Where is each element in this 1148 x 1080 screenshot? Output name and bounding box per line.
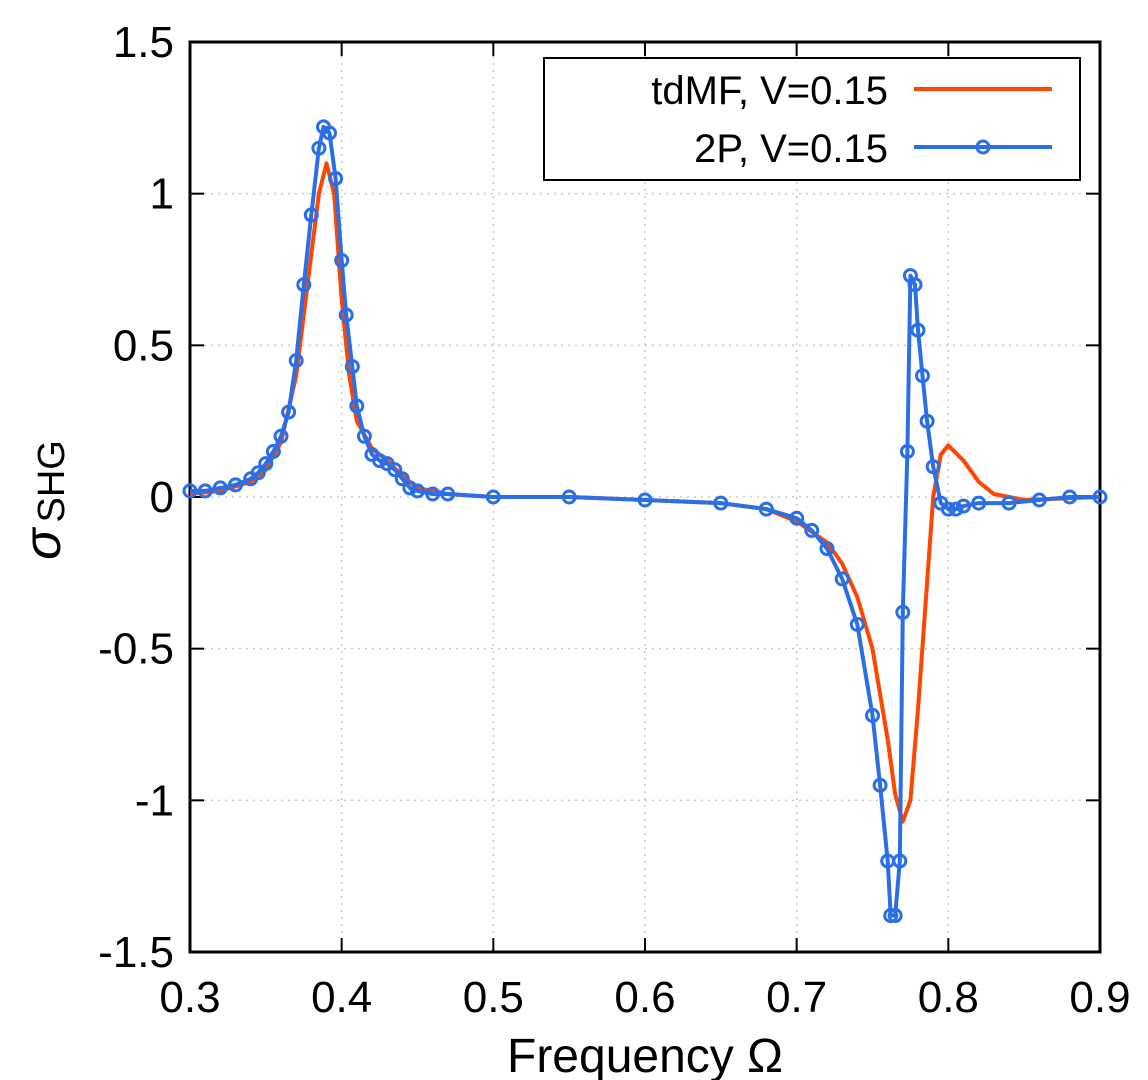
data-point: [1092, 489, 1108, 505]
data-point: [1001, 495, 1017, 511]
data-point: [288, 353, 304, 368]
data-point: [344, 359, 360, 375]
x-tick-label: 0.8: [918, 973, 979, 1022]
series-line-1: [190, 124, 1100, 918]
x-tick-label: 0.9: [1069, 973, 1130, 1022]
data-point: [940, 501, 956, 517]
data-point: [971, 495, 987, 511]
y-axis-label: σ SHG: [14, 440, 73, 560]
data-point: [637, 492, 653, 508]
legend-label-tdmf: tdMF, V=0.15: [651, 69, 888, 113]
data-point: [758, 501, 774, 517]
x-tick-label: 0.5: [463, 973, 524, 1022]
y-tick-label: -1.5: [98, 928, 174, 977]
data-point: [892, 853, 908, 869]
data-point: [865, 707, 880, 723]
data-point: [899, 444, 915, 459]
data-point: [910, 322, 926, 338]
data-point: [561, 489, 577, 505]
data-point: [425, 486, 441, 502]
x-tick-label: 0.3: [159, 973, 220, 1022]
data-point: [948, 501, 964, 517]
data-point: [485, 489, 501, 505]
y-axis-label-main: σ: [14, 527, 72, 560]
data-point: [895, 604, 911, 620]
data-point: [819, 541, 835, 557]
data-point: [410, 483, 425, 499]
legend: tdMF, V=0.15 2P, V=0.15: [543, 57, 1081, 181]
series-layer: [182, 119, 1108, 924]
y-tick-label: 1.5: [113, 18, 174, 67]
y-tick-label: 0: [150, 473, 174, 522]
data-point: [349, 398, 365, 414]
legend-marker-2p: [975, 139, 991, 155]
data-point: [1031, 492, 1047, 508]
data-point: [311, 140, 327, 156]
data-point: [1062, 489, 1078, 505]
x-axis-label: Frequency Ω: [507, 1030, 783, 1080]
data-point: [387, 462, 403, 478]
data-point: [713, 495, 729, 511]
data-point: [281, 404, 297, 420]
x-tick-label: 0.6: [614, 973, 675, 1022]
data-point: [919, 413, 935, 429]
data-point: [328, 171, 344, 186]
legend-box: [543, 57, 1081, 181]
data-point: [356, 428, 372, 444]
data-point: [273, 428, 289, 444]
y-tick-label: 1: [150, 170, 174, 219]
x-tick-label: 0.7: [766, 973, 827, 1022]
tick-layer: 0.3 0.4 0.5 0.6 0.7 0.8 0.9 -1.5 -1 -0.5 0 0.5 1 1.5: [98, 18, 1130, 1022]
data-point: [338, 307, 354, 323]
data-point: [197, 483, 213, 499]
data-point: [212, 480, 228, 496]
data-point: [322, 125, 337, 141]
data-point: [228, 477, 243, 493]
data-point: [925, 459, 941, 475]
data-point: [789, 510, 805, 526]
data-point: [250, 465, 266, 481]
data-point: [849, 616, 865, 632]
data-point: [303, 207, 319, 223]
y-axis-label-sub: SHG: [31, 440, 73, 522]
data-point: [915, 368, 930, 384]
y-tick-label: 0.5: [113, 321, 174, 370]
y-tick-label: -1: [135, 776, 174, 825]
data-point: [804, 522, 820, 538]
data-point: [372, 453, 388, 469]
x-tick-label: 0.4: [311, 973, 372, 1022]
data-point: [296, 277, 312, 293]
data-point: [834, 571, 850, 587]
data-point: [258, 456, 274, 472]
legend-label-2p: 2P, V=0.15: [694, 127, 888, 171]
data-point: [956, 498, 971, 514]
data-point: [887, 908, 903, 924]
data-point: [907, 277, 923, 293]
data-point: [394, 471, 410, 487]
data-point: [265, 444, 281, 459]
data-point: [182, 483, 198, 499]
data-point: [402, 480, 418, 496]
data-point: [872, 777, 888, 793]
y-tick-label: -0.5: [98, 625, 174, 674]
data-point: [334, 252, 350, 268]
data-point: [440, 486, 456, 502]
